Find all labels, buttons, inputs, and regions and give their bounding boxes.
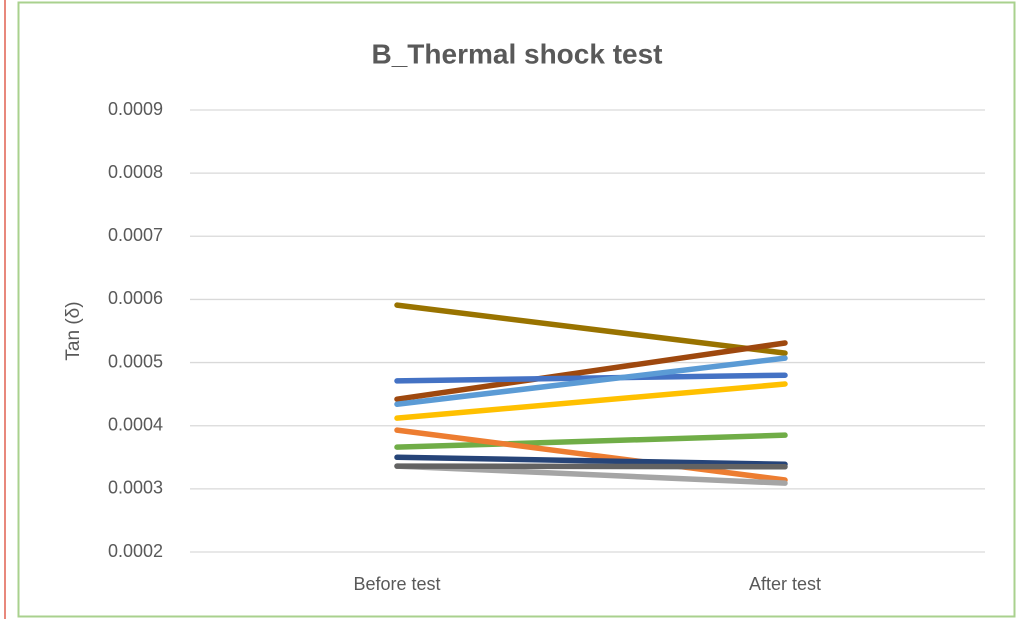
y-tick-label: 0.0004 <box>108 414 163 434</box>
x-tick-label: Before test <box>353 574 440 594</box>
series-line <box>394 463 788 470</box>
x-tick-label: After test <box>749 574 821 594</box>
series-line <box>394 432 788 450</box>
y-axis-label: Tan (δ) <box>63 301 84 360</box>
series-line <box>394 381 788 421</box>
y-tick-label: 0.0003 <box>108 478 163 498</box>
series-line <box>394 340 788 402</box>
y-tick-label: 0.0007 <box>108 225 163 245</box>
series-line <box>394 372 788 384</box>
y-tick-label: 0.0002 <box>108 541 163 561</box>
series-line <box>394 454 788 467</box>
y-tick-label: 0.0005 <box>108 351 163 371</box>
chart-frame <box>17 1 1016 618</box>
y-tick-label: 0.0006 <box>108 288 163 308</box>
series-line <box>394 355 788 407</box>
y-tick-label: 0.0008 <box>108 162 163 182</box>
y-tick-label: 0.0009 <box>108 99 163 119</box>
series-line <box>394 427 788 483</box>
chart-title: B_Thermal shock test <box>372 38 663 69</box>
series-line <box>394 302 788 356</box>
